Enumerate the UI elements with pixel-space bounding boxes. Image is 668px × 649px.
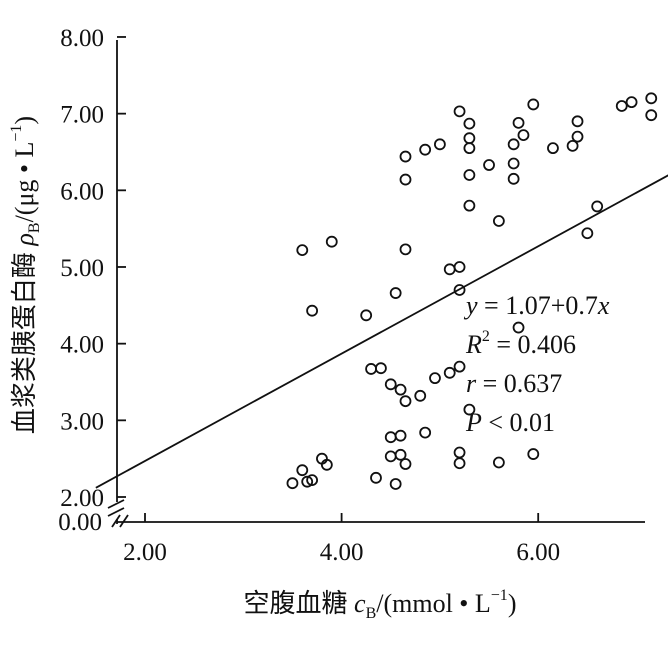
data-point: [384, 450, 397, 463]
data-point: [492, 456, 505, 469]
y-tick-label: 3.00: [60, 408, 104, 435]
data-point: [384, 431, 397, 444]
data-point: [463, 403, 476, 416]
y-axis-break-icon: [107, 499, 125, 517]
data-point: [453, 457, 466, 470]
data-point: [296, 244, 309, 257]
data-point: [581, 227, 594, 240]
data-point: [492, 215, 505, 227]
data-point: [453, 284, 466, 296]
data-point: [419, 143, 432, 156]
data-point: [394, 383, 407, 396]
data-point: [453, 446, 466, 459]
data-point: [615, 100, 628, 112]
data-point: [483, 159, 495, 171]
annotation-r: r = 0.637: [466, 369, 562, 398]
data-point: [399, 173, 412, 186]
y-tick-label: 6.00: [60, 178, 104, 205]
data-point: [453, 261, 466, 273]
data-point: [566, 139, 579, 152]
data-point: [414, 389, 427, 402]
data-point: [399, 395, 412, 408]
data-point: [394, 448, 407, 461]
data-point: [507, 157, 520, 170]
data-point: [625, 96, 638, 109]
data-point: [389, 478, 402, 490]
data-point: [463, 142, 476, 155]
x-axis-ticks: 2.004.006.008.0010.0012.00: [123, 513, 560, 566]
y-axis-ticks: 2.00 3.00 4.00 5.00 6.00 7.00 8.00: [60, 25, 126, 512]
data-point: [419, 426, 432, 439]
data-point: [453, 360, 466, 373]
data-point: [286, 477, 299, 490]
data-point: [463, 199, 476, 212]
data-point: [394, 429, 407, 442]
data-point: [463, 169, 476, 181]
data-point: [571, 130, 584, 143]
data-point: [433, 138, 446, 151]
data-point: [301, 475, 314, 488]
data-point: [512, 116, 525, 129]
data-point: [370, 471, 382, 484]
data-point: [512, 321, 525, 334]
data-point: [320, 458, 333, 471]
data-point: [517, 129, 530, 142]
annotation-r-squared: R2 = 0.406: [465, 328, 576, 359]
data-point: [325, 235, 338, 248]
data-point: [645, 109, 658, 122]
data-point: [453, 105, 466, 118]
data-point: [591, 200, 604, 213]
data-point: [463, 132, 476, 145]
y-tick-label: 7.00: [60, 102, 104, 129]
x-axis-title: 空腹血糖 cB/(mmol • L−1): [244, 587, 517, 622]
data-point: [375, 362, 387, 375]
data-point: [360, 309, 373, 322]
data-point: [399, 243, 412, 256]
y-break-tick-label: 0.00: [58, 509, 102, 536]
data-point: [429, 372, 441, 385]
x-tick-label: 6.00: [516, 539, 560, 566]
data-point: [389, 287, 402, 299]
data-point: [547, 142, 559, 155]
y-tick-label: 2.00: [60, 485, 104, 512]
data-point: [365, 363, 377, 375]
data-points: [286, 92, 658, 490]
data-point: [399, 458, 412, 470]
y-tick-label: 5.00: [60, 255, 104, 282]
data-point: [296, 464, 309, 477]
data-point: [463, 117, 476, 130]
data-point: [507, 172, 520, 185]
annotation-p-value: P < 0.01: [465, 408, 555, 437]
data-point: [507, 138, 520, 151]
data-point: [384, 378, 397, 391]
data-point: [399, 150, 412, 163]
data-point: [306, 474, 319, 487]
axes: [107, 40, 645, 528]
data-point: [443, 366, 456, 379]
regression-line: [95, 174, 668, 489]
y-axis-title: 血浆类胰蛋白酶 ρB/(μg • L−1): [8, 116, 43, 434]
data-point: [527, 98, 540, 111]
x-tick-label: 2.00: [123, 539, 167, 566]
data-point: [645, 92, 658, 105]
statistics-annotation: y = 1.07+0.7x R2 = 0.406 r = 0.637 P < 0…: [463, 291, 610, 437]
annotation-equation: y = 1.07+0.7x: [463, 291, 610, 320]
data-point: [527, 448, 540, 460]
x-tick-label: 4.00: [320, 539, 364, 566]
data-point: [443, 263, 456, 276]
x-axis-break-icon: [111, 514, 129, 528]
data-point: [306, 304, 319, 317]
y-tick-label: 4.00: [60, 332, 104, 359]
data-point: [571, 115, 584, 128]
y-tick-label: 8.00: [60, 25, 104, 52]
